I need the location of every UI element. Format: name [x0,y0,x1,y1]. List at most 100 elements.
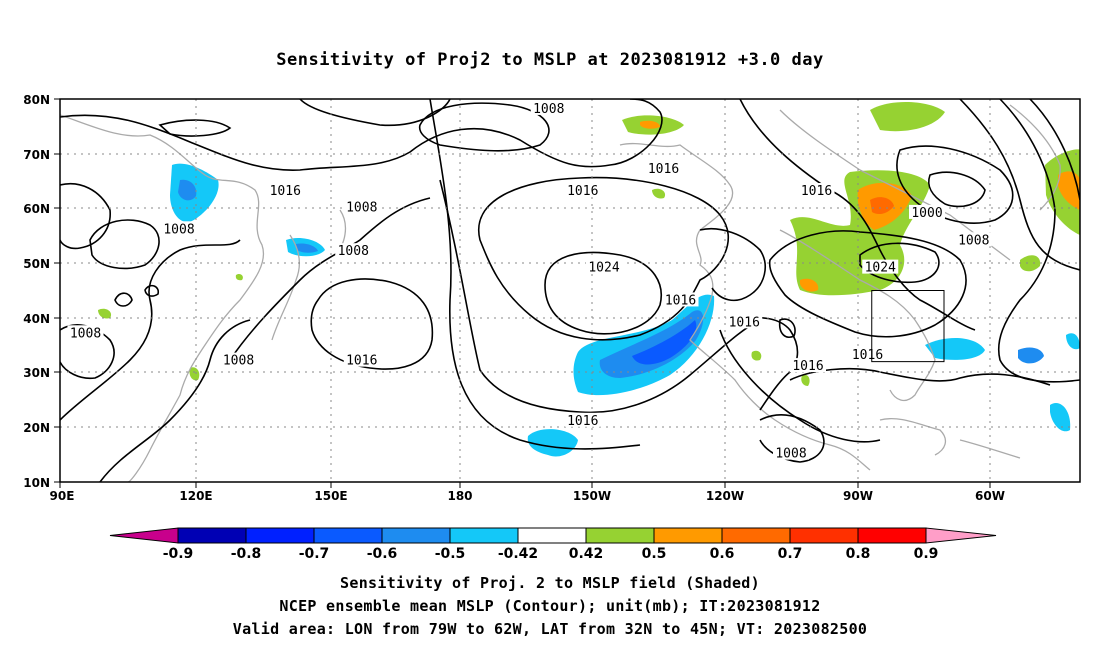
isobar-1016 [739,99,976,331]
isobar-1016 [959,99,1080,271]
positive-sensitivity-region [652,188,666,199]
x-tick-label: 60W [975,489,1005,503]
contour-label: 1008 [338,244,369,259]
isobar-1008 [158,119,232,137]
positive-sensitivity-region [98,308,112,319]
isobar-1024 [859,242,940,284]
x-tick-label: 120W [706,489,744,503]
contour-label-bg [909,204,945,219]
contour-label: 1016 [648,162,679,177]
isobar-1016 [310,278,434,370]
x-tick-label: 90W [843,489,873,503]
plot-title: Sensitivity of Proj2 to MSLP at 20230819… [276,50,824,70]
y-tick-label: 40N [23,312,50,326]
contour-label-bg [726,314,763,329]
isobar-1008 [89,219,160,270]
colorbar-segment [381,527,451,544]
isobar-1008 [997,99,1080,383]
contour-label-bg [220,352,257,367]
isobar-1008 [418,102,550,152]
contour-label-bg [955,232,992,247]
y-tick-label: 20N [23,421,50,435]
colorbar-segment [449,527,519,544]
positive-sensitivity-region [1020,255,1041,272]
y-tick-label: 60N [23,202,50,216]
y-tick-label: 70N [23,148,50,162]
isobar-1016 [439,179,761,414]
contour-label-bg [564,412,601,427]
isobar-1008 [429,99,641,450]
coastline-greenland [1009,104,1061,211]
positive-sensitivity-region [800,278,819,292]
positive-sensitivity-region [870,197,894,214]
coastline-north-america [779,229,936,402]
negative-sensitivity-region [632,320,697,365]
x-tick-label: 150W [573,489,611,503]
contour-label: 1024 [588,261,619,276]
colorbar: -0.9 -0.8 -0.7 -0.6 -0.5 -0.42 0.42 0.5 0.6 0.7 0.… [109,527,997,562]
y-axis-labels: 80N 70N 60N 50N 40N 30N 20N 10N [23,93,50,490]
map-frame [59,98,1081,483]
contour-label: 1024 [865,261,896,276]
isobar-1016 [299,99,451,127]
colorbar-segment [245,527,315,544]
x-tick-label: 90E [50,489,75,503]
contour-labels: 1008 1016 1016 1008 1016 1016 1000 1008 1008 1008… [67,100,992,462]
contour-label-bg [564,183,601,198]
contour-label-bg [343,352,380,367]
y-tick-label: 50N [23,257,50,271]
sensitivity-shading [98,101,1080,457]
isobar-1016 [768,230,967,338]
isobar-1000 [928,171,986,208]
positive-sensitivity-region [801,374,810,386]
colorbar-label: -0.9 [163,546,194,562]
positive-sensitivity-region [1058,171,1080,210]
negative-sensitivity-region [1050,402,1071,432]
contour-label: 1016 [729,315,760,330]
colorbar-low-arrow [109,527,179,544]
positive-sensitivity-region [189,367,200,381]
colorbar-segment [313,527,383,544]
isobar-1008 [60,183,111,250]
isobar-1024 [544,251,662,335]
x-tick-label: 180 [447,489,472,503]
colorbar-segment [517,527,587,544]
contour-label: 1008 [223,354,254,369]
contour-label: 1008 [533,102,564,117]
grid-lines [60,99,1080,482]
contour-label: 1016 [792,359,823,374]
contour-label-bg [161,221,197,236]
colorbar-label: 0.5 [642,546,667,562]
coastline-alaska [619,142,734,296]
contour-label-bg [586,259,622,274]
colorbar-segment [653,527,723,544]
contour-label-bg [662,292,699,307]
isobar-1016 [99,319,251,482]
y-tick-label: 10N [23,476,50,490]
contour-label-bg [67,325,104,340]
valid-area-box [871,290,945,363]
positive-sensitivity-region [751,350,762,361]
contour-label: 1016 [567,184,598,199]
contour-label: 1008 [70,326,101,341]
negative-sensitivity-region [599,310,704,378]
isobar-1016 [1029,99,1080,201]
negative-sensitivity-region [527,429,578,457]
positive-sensitivity-region [640,120,660,129]
contour-label-bg [798,183,835,198]
isobar-1016 [699,227,766,302]
coastlines [60,104,1061,482]
colorbar-label: -0.6 [367,546,398,562]
contour-label: 1008 [346,200,377,215]
mslp-contours [60,99,1080,482]
x-axis-labels: 90E 120E 150E 180 150W 120W 90W 60W [50,489,1005,503]
contour-label: 1008 [163,222,194,237]
contour-label: 1008 [775,447,806,462]
contour-label: 1016 [346,354,377,369]
axis-ticks [54,98,991,488]
isobar-1008 [114,292,133,307]
contour-label-bg [790,358,826,373]
contour-label: 1016 [567,414,598,429]
colorbar-label: 0.9 [914,546,939,562]
